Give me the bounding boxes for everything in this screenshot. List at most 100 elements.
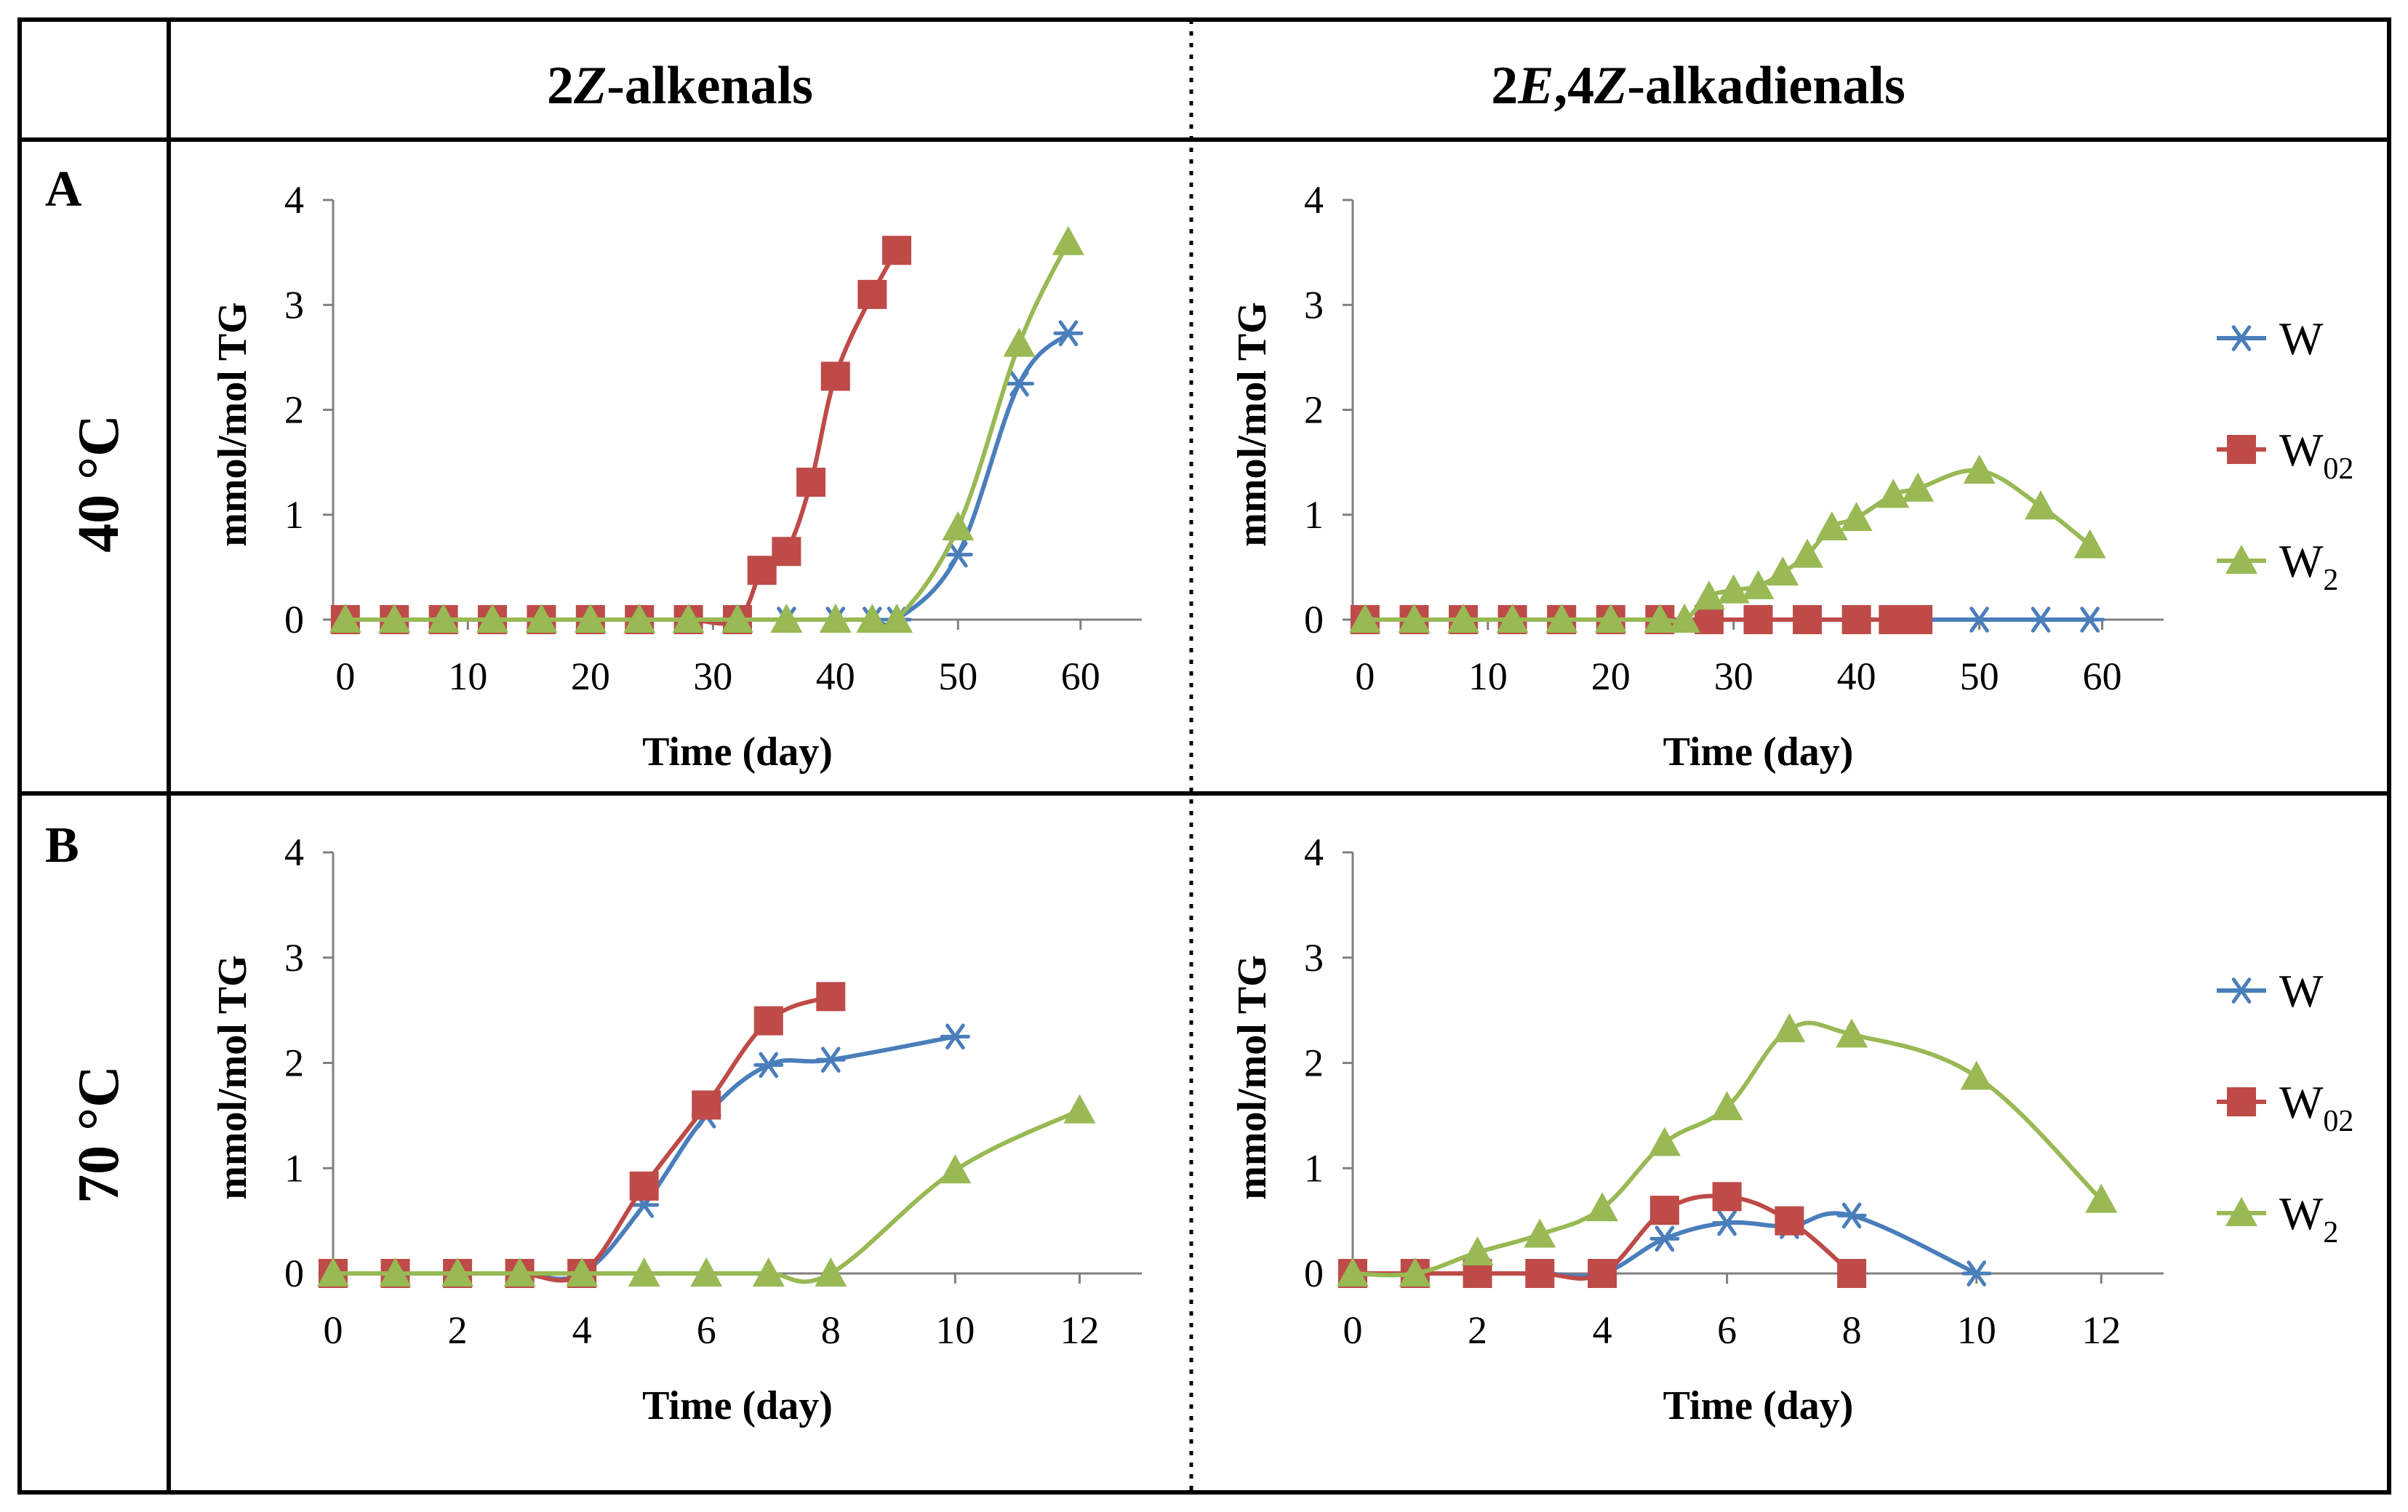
data-point [1461, 1236, 1494, 1266]
row-temperature-70: 70 °C [67, 1065, 131, 1204]
x-tick-label: 20 [571, 655, 610, 698]
series-line [345, 241, 1071, 630]
data-point [1964, 607, 1995, 633]
data-point [747, 556, 777, 585]
data-point [1594, 604, 1627, 633]
data-point [441, 1257, 474, 1287]
data-point [1644, 604, 1676, 633]
data-point [816, 982, 846, 1012]
data-point [1649, 1225, 1680, 1252]
series-line [333, 1108, 1081, 1284]
data-point [753, 1006, 783, 1036]
data-point [329, 604, 361, 633]
y-tick-label: 3 [284, 283, 304, 327]
x-tick-label: 30 [1714, 655, 1753, 698]
y-tick-label: 2 [1304, 388, 1324, 432]
y-tick-label: 4 [1304, 831, 1324, 874]
x-tick-label: 8 [1842, 1308, 1862, 1352]
legend-marker [2225, 545, 2257, 574]
x-tick-label: 10 [1957, 1308, 1996, 1352]
legend-marker [2226, 977, 2257, 1004]
y-axis-label: mmol/mol TG [210, 955, 255, 1200]
x-tick-label: 8 [821, 1308, 841, 1352]
data-point [1694, 605, 1724, 634]
series-w02 [330, 236, 912, 634]
legend-label: W02 [2279, 424, 2353, 486]
data-point [1712, 1209, 1743, 1236]
legend-a: W W02 W2 [2217, 313, 2353, 597]
y-tick-label: 2 [284, 388, 304, 432]
y-tick-label: 1 [1304, 493, 1324, 537]
data-point [752, 1257, 785, 1287]
data-point [1545, 604, 1578, 633]
legend-label: W2 [2279, 535, 2338, 597]
data-point [427, 604, 460, 633]
x-tick-label: 12 [1060, 1308, 1099, 1352]
column-header-alkenals: 2Z-alkenals [547, 56, 813, 116]
data-point [1960, 1060, 1993, 1090]
data-point [1717, 574, 1750, 604]
x-tick-label: 0 [1343, 1308, 1363, 1352]
data-point [1773, 1013, 1806, 1043]
data-point [1063, 1094, 1096, 1124]
legend-item-w2: W2 [2217, 535, 2338, 597]
data-point [882, 236, 912, 265]
data-point [856, 604, 889, 633]
data-point [476, 604, 509, 633]
series-line [345, 249, 899, 626]
data-point [1841, 605, 1871, 634]
series-w [318, 1023, 970, 1287]
y-tick-label: 1 [1304, 1146, 1324, 1190]
x-tick-label: 2 [1468, 1308, 1487, 1352]
data-point [2073, 529, 2106, 559]
x-tick-label: 12 [2081, 1308, 2121, 1352]
data-point [574, 604, 607, 633]
data-point [857, 279, 887, 309]
data-point [1837, 1259, 1867, 1288]
data-point [379, 1257, 412, 1287]
x-tick-label: 2 [448, 1308, 468, 1352]
data-point [1877, 479, 1910, 508]
data-point [1588, 1259, 1617, 1288]
legend-item-w: W [2217, 313, 2324, 364]
data-point [1692, 580, 1725, 610]
y-tick-label: 4 [284, 178, 304, 222]
data-point [796, 468, 826, 497]
x-tick-label: 0 [324, 1308, 343, 1352]
data-point [1711, 1091, 1743, 1121]
y-axis-label: mmol/mol TG [1230, 302, 1275, 547]
series-w2 [1348, 455, 2106, 633]
data-point [939, 1154, 972, 1184]
data-point [721, 604, 753, 633]
data-point [772, 537, 801, 567]
x-axis-label: Time (day) [1663, 1383, 1854, 1428]
y-axis-label: mmol/mol TG [210, 302, 255, 547]
legend-item-w02: W02 [2217, 1076, 2353, 1138]
data-point [1742, 569, 1775, 599]
data-point [672, 604, 705, 633]
data-point [525, 604, 558, 633]
series-w2 [1337, 1013, 2118, 1287]
y-tick-label: 4 [284, 831, 304, 874]
series-w2 [329, 225, 1084, 633]
data-point [629, 1171, 659, 1201]
data-point [378, 604, 411, 633]
data-point [1775, 1206, 1804, 1236]
series-line [1352, 1020, 2103, 1278]
legend-marker [2225, 1197, 2257, 1226]
x-tick-label: 60 [1061, 655, 1100, 698]
x-axis-label: Time (day) [1663, 729, 1854, 775]
x-tick-label: 6 [697, 1308, 716, 1352]
x-axis-label: Time (day) [642, 1383, 833, 1428]
y-tick-label: 3 [1304, 283, 1324, 327]
data-point [2025, 607, 2056, 633]
y-tick-label: 2 [284, 1041, 304, 1085]
y-tick-label: 0 [284, 598, 304, 641]
x-tick-label: 4 [1593, 1308, 1612, 1352]
data-point [1003, 327, 1036, 357]
data-point [1524, 1218, 1556, 1248]
data-point [623, 604, 656, 633]
